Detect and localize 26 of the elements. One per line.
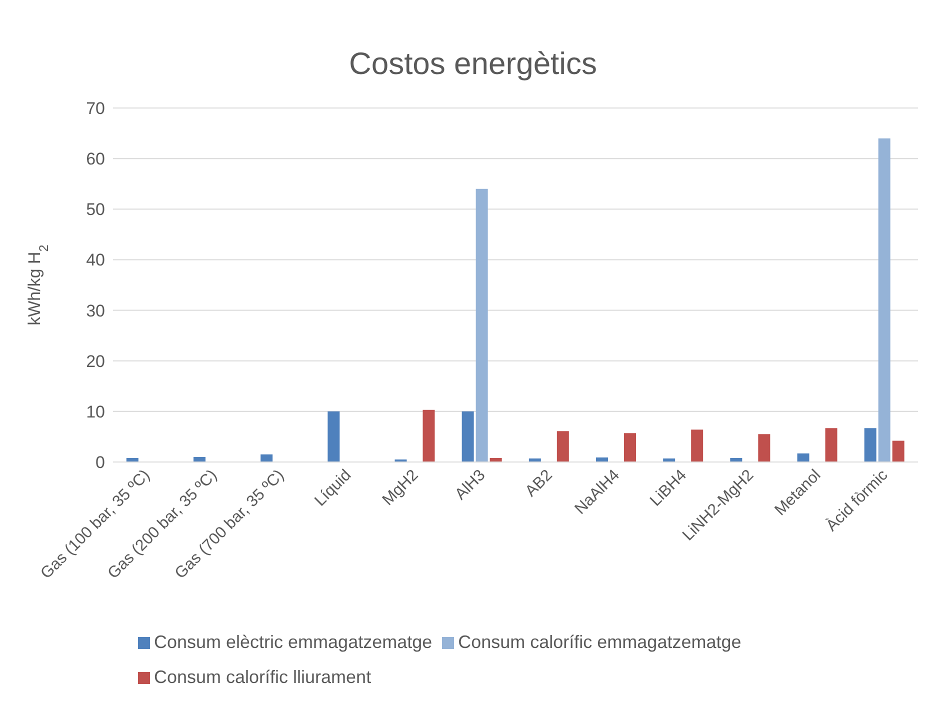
y-tick-label: 40	[86, 250, 105, 270]
y-tick-label: 10	[86, 402, 105, 422]
bar	[422, 410, 435, 462]
bar	[624, 433, 636, 462]
bar	[328, 411, 340, 462]
legend-label: Consum elèctric emmagatzematge	[153, 632, 432, 653]
bar	[691, 430, 704, 462]
y-tick-label: 60	[86, 150, 105, 169]
y-tick-label: 70	[86, 99, 105, 118]
bar	[825, 428, 838, 462]
bar	[758, 434, 770, 462]
chart-title: Costos energètics	[348, 46, 598, 82]
legend-label: Consum calorífic lliurament	[153, 667, 372, 688]
bar	[476, 188, 488, 462]
bar	[797, 453, 810, 462]
bar	[260, 454, 273, 462]
y-tick-label: 30	[86, 301, 105, 320]
bar	[864, 428, 876, 462]
bar	[878, 138, 890, 462]
bar	[556, 431, 569, 462]
y-tick-label: 20	[86, 352, 105, 371]
y-tick-label: 0	[96, 453, 105, 472]
bar	[892, 440, 904, 462]
bar	[462, 411, 474, 462]
y-tick-label: 50	[86, 200, 105, 220]
legend-label: Consum calorífic emmagatzematge	[457, 632, 742, 653]
